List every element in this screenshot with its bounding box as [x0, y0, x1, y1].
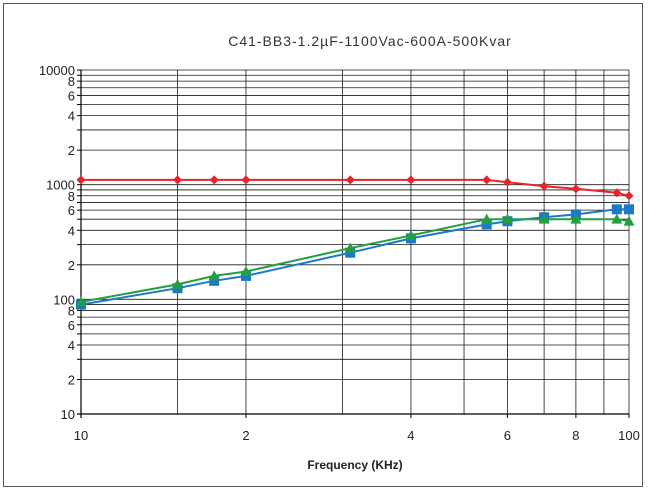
- x-tick-label: 8: [572, 428, 579, 443]
- data-point: [503, 178, 512, 187]
- y-tick-label: 2: [68, 372, 75, 387]
- series-diamond: [77, 175, 634, 200]
- y-tick-label: 1000: [46, 178, 75, 193]
- series-line: [81, 219, 629, 302]
- data-point: [346, 175, 355, 184]
- y-tick-label: 10000: [39, 63, 75, 78]
- x-tick-label: 10: [74, 428, 88, 443]
- y-tick-label: 6: [68, 88, 75, 103]
- y-tick-label: 4: [68, 338, 75, 353]
- y-tick-label: 10: [61, 407, 75, 422]
- y-tick-label: 6: [68, 318, 75, 333]
- data-point: [571, 184, 580, 193]
- x-tick-label: 4: [407, 428, 414, 443]
- data-point: [210, 175, 219, 184]
- y-tick-label: 4: [68, 109, 75, 124]
- data-point: [482, 175, 491, 184]
- x-tick-label: 100: [618, 428, 640, 443]
- data-point: [77, 175, 86, 184]
- data-point: [625, 191, 634, 200]
- x-tick-label: 2: [242, 428, 249, 443]
- x-tick-label: 6: [504, 428, 511, 443]
- chart: C41-BB3-1.2µF-1100Vac-600A-500Kvar 10 2 4 6…: [4, 4, 644, 488]
- y-tick-label: 100: [53, 292, 75, 307]
- data-point: [540, 182, 549, 191]
- data-point: [173, 175, 182, 184]
- chart-title: C41-BB3-1.2µF-1100Vac-600A-500Kvar: [228, 33, 512, 49]
- y-tick-label: 6: [68, 203, 75, 218]
- grid: [81, 70, 629, 414]
- y-tick-label: 4: [68, 223, 75, 238]
- data-point: [406, 175, 415, 184]
- data-point: [241, 175, 250, 184]
- chart-frame: C41-BB3-1.2µF-1100Vac-600A-500Kvar 10 2 4 6…: [3, 3, 643, 487]
- axes: [77, 70, 629, 418]
- series-triangle: [76, 214, 635, 307]
- data-point: [612, 204, 622, 214]
- data-point: [624, 204, 634, 214]
- y-tick-label: 2: [68, 143, 75, 158]
- x-axis-label: Frequency (KHz): [307, 458, 402, 472]
- y-tick-label: 2: [68, 258, 75, 273]
